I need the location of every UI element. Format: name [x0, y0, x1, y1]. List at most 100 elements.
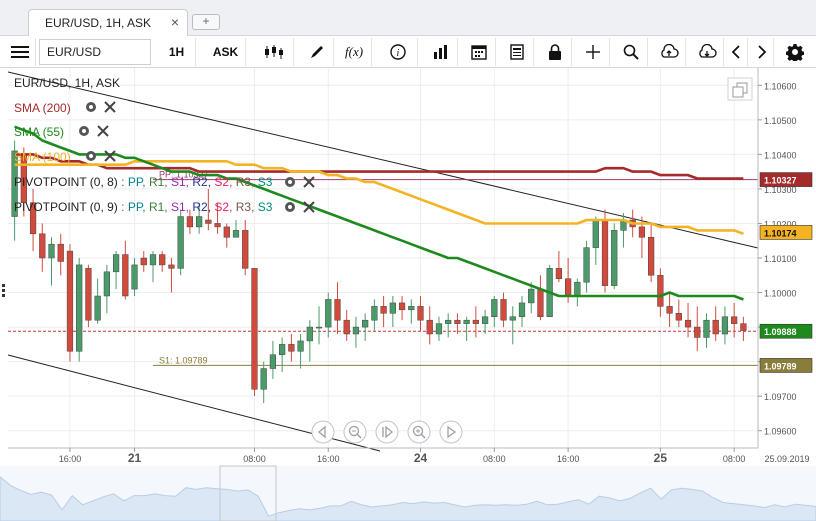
volume-icon[interactable]	[424, 38, 458, 66]
candle[interactable]	[398, 296, 406, 321]
upload-icon[interactable]	[652, 38, 686, 66]
candle[interactable]	[205, 188, 212, 231]
sma200-line[interactable]	[14, 153, 744, 180]
candle[interactable]	[334, 282, 341, 334]
candle[interactable]	[269, 340, 277, 379]
candle[interactable]	[491, 296, 498, 328]
candle[interactable]	[66, 244, 74, 362]
add-tab-button[interactable]: +	[192, 14, 220, 30]
sma55-label[interactable]: SMA (55)	[14, 125, 65, 139]
pivot2-settings-icon[interactable]	[283, 200, 297, 214]
timeframe-button[interactable]: 1H	[158, 38, 196, 66]
candle[interactable]	[140, 251, 147, 272]
chart-tab[interactable]: EUR/USD, 1H, ASK ×	[28, 9, 188, 36]
settings-icon[interactable]	[780, 38, 810, 66]
sma100-line[interactable]	[14, 160, 744, 236]
candle[interactable]	[223, 223, 230, 248]
sma100-settings-icon[interactable]	[84, 149, 98, 163]
candle[interactable]	[518, 296, 526, 328]
pivot1-settings-icon[interactable]	[283, 175, 297, 189]
sma200-settings-icon[interactable]	[84, 100, 98, 114]
menu-icon[interactable]	[4, 38, 36, 66]
candle[interactable]	[611, 223, 618, 290]
navigator-panel[interactable]	[0, 465, 816, 521]
zoom-in-icon[interactable]	[406, 419, 432, 445]
expand-icon[interactable]	[727, 77, 753, 101]
candle[interactable]	[306, 320, 313, 362]
candle[interactable]	[57, 233, 64, 276]
play-icon[interactable]	[438, 419, 464, 445]
sma55-remove-icon[interactable]	[97, 125, 109, 137]
candle[interactable]	[297, 334, 304, 369]
candle[interactable]	[657, 268, 664, 317]
price-side-button[interactable]: ASK	[206, 38, 246, 66]
pause-icon[interactable]	[374, 419, 400, 445]
candle[interactable]	[694, 306, 701, 352]
candle-type-icon[interactable]	[254, 38, 294, 66]
candle[interactable]	[288, 334, 295, 362]
candle[interactable]	[11, 140, 18, 241]
candle[interactable]	[76, 258, 83, 362]
sma200-label[interactable]: SMA (200)	[14, 101, 71, 115]
sma55-line[interactable]	[14, 125, 744, 301]
candle[interactable]	[583, 240, 590, 293]
candle[interactable]	[703, 313, 710, 348]
candle[interactable]	[435, 316, 443, 341]
price-chart[interactable]: PP: 1.10327 S1: 1.09789 1.10600 1.10500 1.1…	[0, 68, 816, 521]
candle[interactable]	[481, 309, 489, 334]
candle[interactable]	[159, 251, 166, 272]
candle[interactable]	[389, 296, 396, 328]
resize-handle[interactable]	[2, 284, 5, 297]
candle[interactable]	[417, 296, 424, 331]
candle[interactable]	[112, 251, 120, 290]
next-icon[interactable]	[750, 38, 774, 66]
candle[interactable]	[500, 292, 507, 328]
candle[interactable]	[648, 223, 655, 283]
candle[interactable]	[251, 268, 258, 397]
candle[interactable]	[712, 306, 719, 341]
candle[interactable]	[666, 292, 673, 328]
prev-icon[interactable]	[724, 38, 748, 66]
candle[interactable]	[426, 306, 433, 345]
candle[interactable]	[731, 302, 738, 338]
candle[interactable]	[343, 309, 350, 341]
candle[interactable]	[232, 220, 240, 238]
candle[interactable]	[445, 313, 452, 338]
pivot1-legend[interactable]: PIVOTPOINT (0, 8) : PP, R1, S1, R2, S2, …	[14, 175, 272, 189]
candle[interactable]	[168, 258, 175, 293]
calendar-icon[interactable]	[462, 38, 496, 66]
zoom-out-icon[interactable]	[342, 419, 368, 445]
rewind-icon[interactable]	[310, 419, 336, 445]
candle[interactable]	[315, 306, 323, 345]
candle[interactable]	[601, 209, 609, 293]
candle[interactable]	[408, 299, 415, 324]
candle[interactable]	[721, 306, 729, 345]
candle[interactable]	[325, 292, 332, 338]
lock-icon[interactable]	[538, 38, 572, 66]
sma55-settings-icon[interactable]	[77, 124, 91, 138]
symbol-input[interactable]: EUR/USD	[39, 39, 151, 65]
candle[interactable]	[684, 302, 692, 338]
info-icon[interactable]: i	[378, 38, 418, 66]
candle[interactable]	[196, 202, 203, 234]
download-icon[interactable]	[690, 38, 724, 66]
candle[interactable]	[454, 313, 461, 334]
close-icon[interactable]: ×	[170, 14, 179, 30]
candle[interactable]	[371, 299, 378, 331]
candle[interactable]	[48, 237, 55, 286]
draw-icon[interactable]	[300, 38, 334, 66]
sma100-remove-icon[interactable]	[104, 150, 116, 162]
candle[interactable]	[214, 202, 221, 234]
candle[interactable]	[555, 251, 562, 283]
pivot1-remove-icon[interactable]	[303, 176, 315, 188]
candle[interactable]	[29, 188, 37, 252]
function-icon[interactable]: f(x)	[338, 38, 372, 66]
candle[interactable]	[131, 258, 138, 296]
candle[interactable]	[260, 361, 267, 404]
zoom-icon[interactable]	[614, 38, 648, 66]
candle[interactable]	[528, 282, 535, 314]
candle[interactable]	[279, 337, 286, 372]
candle[interactable]	[352, 316, 360, 348]
sma100-label[interactable]: SMA (100)	[14, 150, 71, 164]
candle[interactable]	[380, 296, 387, 328]
